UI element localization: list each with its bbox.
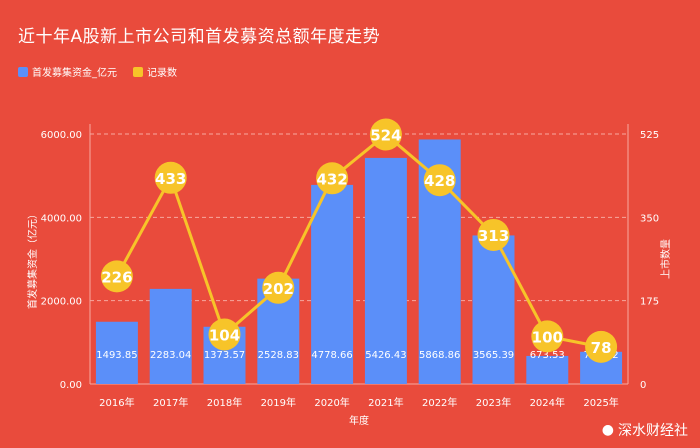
line-value-label: 313: [478, 227, 509, 245]
bar: [311, 184, 354, 384]
y-tick-label: 0.00: [60, 380, 82, 391]
y2-tick-label: 350: [640, 213, 659, 224]
line-value-label: 433: [155, 170, 186, 188]
line-value-label: 226: [101, 268, 132, 286]
legend-swatch-line: [133, 66, 143, 77]
line-value-label: 202: [263, 280, 294, 298]
x-tick-label: 2024年: [530, 396, 565, 409]
bar-value-label: 5868.86: [419, 350, 460, 361]
y-axis-title: 首发募集资金（亿元）: [26, 209, 39, 309]
line-point: [369, 118, 402, 151]
y-tick-label: 2000.00: [41, 297, 82, 308]
watermark-text: 深水财经社: [618, 423, 688, 439]
bar-value-label: 1493.85: [96, 350, 137, 361]
chart-title: 近十年A股新上市公司和首发募资总额年度走势: [18, 27, 381, 47]
y2-tick-label: 0: [640, 380, 646, 391]
bar-value-label: 2283.04: [150, 350, 191, 361]
x-tick-label: 2022年: [422, 396, 457, 409]
legend: 首发募集资金_亿元 记录数: [18, 64, 177, 79]
x-tick-label: 2020年: [314, 396, 349, 409]
line-point: [208, 318, 241, 351]
line-point: [154, 161, 187, 194]
bar-value-label: 673.53: [530, 350, 565, 361]
y2-tick-label: 525: [640, 130, 659, 141]
x-tick-label: 2016年: [99, 396, 134, 409]
legend-item-line[interactable]: 记录数: [133, 64, 177, 79]
x-tick-label: 2019年: [261, 396, 296, 409]
line-point: [316, 162, 349, 195]
line-value-label: 428: [424, 172, 455, 190]
bar-value-label: 3565.39: [473, 350, 514, 361]
bar-value-label: 4778.66: [311, 350, 352, 361]
bar: [526, 355, 569, 384]
line-point: [423, 164, 456, 197]
watermark: ● 深水财经社: [602, 420, 688, 440]
y2-tick-label: 175: [640, 297, 659, 308]
x-tick-label: 2021年: [368, 396, 403, 409]
x-tick-label: 2023年: [476, 396, 511, 409]
bar: [472, 235, 515, 384]
line-value-label: 100: [532, 328, 563, 346]
legend-label-bar: 首发募集资金_亿元: [32, 68, 117, 79]
line-value-label: 78: [591, 339, 612, 357]
legend-swatch-bar: [18, 66, 28, 77]
weibo-logo-icon: ●: [601, 422, 614, 438]
x-tick-label: 2025年: [583, 396, 618, 409]
y-tick-label: 4000.00: [41, 213, 82, 224]
line-value-label: 524: [370, 126, 401, 144]
y-tick-label: 6000.00: [41, 130, 82, 141]
bar: [364, 157, 407, 384]
x-tick-label: 2018年: [207, 396, 242, 409]
line-point: [585, 330, 618, 363]
line-point: [477, 218, 510, 251]
legend-label-line: 记录数: [147, 68, 177, 79]
line-value-label: 104: [209, 326, 240, 344]
bar-value-label: 1373.57: [204, 350, 245, 361]
bar-value-label: 5426.43: [365, 350, 406, 361]
bar: [149, 288, 192, 384]
x-axis-title: 年度: [349, 414, 369, 427]
x-tick-label: 2017年: [153, 396, 188, 409]
line-point: [262, 271, 295, 304]
line-point: [100, 260, 133, 293]
y2-axis-title: 上市数量: [659, 239, 672, 279]
line-series: [115, 132, 602, 349]
bar: [95, 321, 138, 384]
line-value-label: 432: [316, 170, 347, 188]
legend-item-bar[interactable]: 首发募集资金_亿元: [18, 64, 117, 79]
bar-value-label: 2528.83: [258, 350, 299, 361]
line-point: [531, 320, 564, 353]
